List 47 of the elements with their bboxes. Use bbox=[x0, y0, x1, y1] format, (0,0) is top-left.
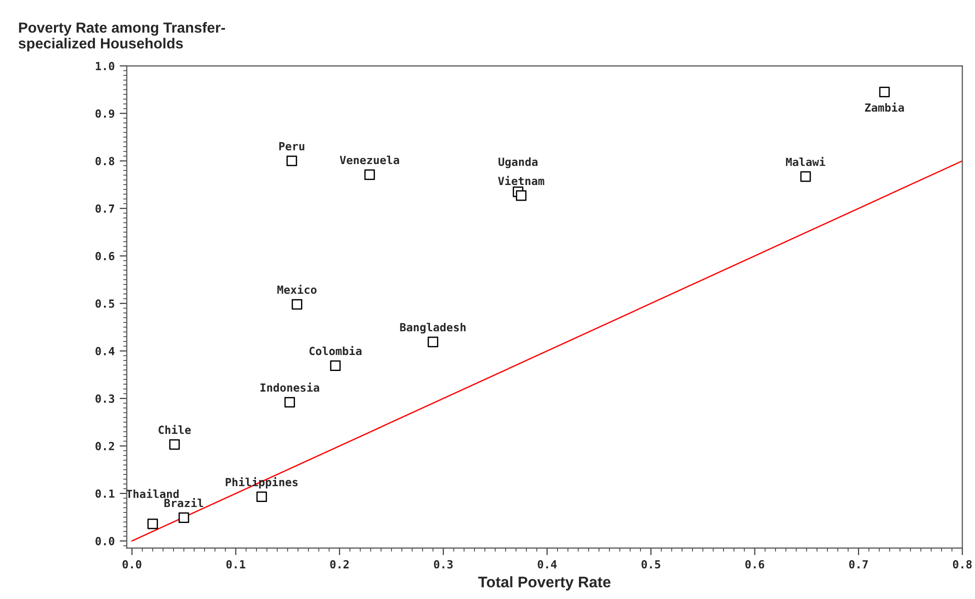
annotation: Venezuela bbox=[340, 156, 400, 164]
x-tick-label: 0.5 bbox=[642, 560, 660, 568]
point bbox=[428, 336, 438, 348]
y-tick-label: 0.2 bbox=[96, 442, 114, 450]
point bbox=[284, 396, 295, 408]
point bbox=[879, 86, 890, 98]
x-tick-label: 0.7 bbox=[849, 560, 868, 568]
annotation: Chile bbox=[158, 424, 191, 434]
point bbox=[286, 156, 298, 166]
point bbox=[364, 169, 375, 180]
point bbox=[169, 439, 180, 450]
point bbox=[178, 512, 190, 523]
x-tick-label: 0.0 bbox=[122, 560, 142, 568]
y-axis-title: Poverty Rate among Transfer- specialized Households bbox=[18, 22, 226, 52]
x-tick-label: 0.2 bbox=[330, 560, 349, 568]
point bbox=[516, 190, 526, 201]
point bbox=[292, 299, 302, 310]
x-tick-label: 0.1 bbox=[226, 560, 246, 568]
y-tick-label: 1.0 bbox=[96, 62, 114, 70]
y-tick-label: 0.4 bbox=[96, 346, 114, 356]
y-tick-label: 0.1 bbox=[96, 489, 114, 498]
annotation: Peru bbox=[279, 142, 304, 150]
point bbox=[147, 518, 158, 530]
annotation: Indonesia bbox=[260, 382, 320, 392]
annotation: Vietnam bbox=[498, 176, 544, 186]
y-tick-label: 0.0 bbox=[96, 536, 114, 546]
x-axis-title: Total Poverty Rate bbox=[478, 576, 611, 590]
x-tick-label: 0.8 bbox=[952, 560, 972, 568]
x-tick-label: 0.4 bbox=[538, 560, 557, 568]
y-tick-label: 0.3 bbox=[96, 394, 114, 403]
x-tick-label: 0.6 bbox=[745, 560, 764, 568]
y-tick-label: 0.9 bbox=[96, 109, 114, 118]
annotation: Zambia bbox=[865, 102, 904, 112]
annotation: Brazil bbox=[164, 498, 204, 508]
y-tick-label: 0.8 bbox=[96, 156, 114, 166]
x-tick-label: 0.3 bbox=[434, 560, 453, 568]
point bbox=[330, 360, 341, 371]
annotation: Colombia bbox=[309, 346, 362, 356]
y-tick-label: 0.5 bbox=[96, 299, 114, 308]
annotation: Bangladesh bbox=[400, 322, 466, 334]
annotation: Mexico bbox=[277, 284, 317, 294]
point bbox=[800, 171, 811, 182]
y-tick-label: 0.7 bbox=[96, 204, 114, 213]
y-tick-label: 0.6 bbox=[96, 252, 114, 260]
annotation: Uganda bbox=[498, 157, 538, 168]
point bbox=[256, 491, 267, 502]
annotation: Malawi bbox=[786, 156, 826, 166]
